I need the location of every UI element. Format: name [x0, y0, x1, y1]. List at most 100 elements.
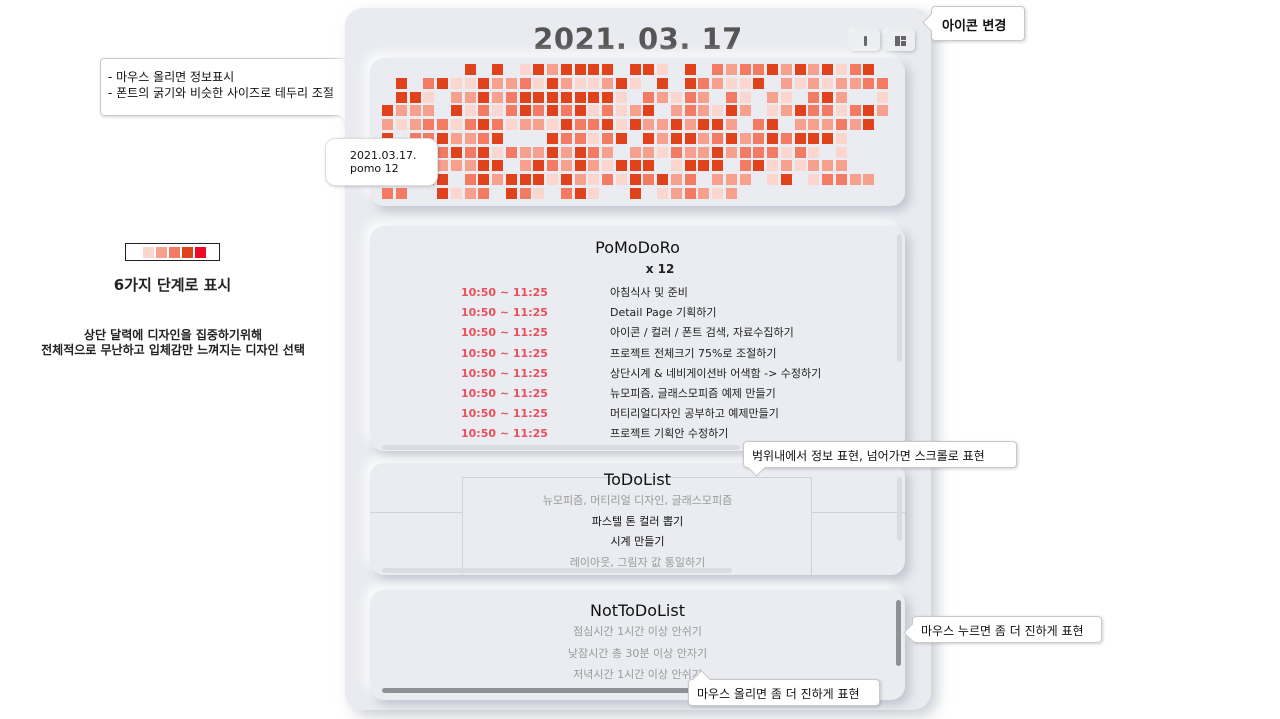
layout-button[interactable]: [885, 30, 915, 51]
calendar-day-cell[interactable]: [849, 77, 861, 89]
calendar-day-cell[interactable]: [794, 146, 806, 158]
calendar-day-cell[interactable]: [725, 64, 737, 75]
calendar-day-cell[interactable]: [615, 105, 627, 117]
calendar-day-cell[interactable]: [547, 160, 558, 172]
calendar-day-cell[interactable]: [395, 119, 407, 130]
calendar-day-cell[interactable]: [739, 174, 751, 185]
calendar-day-cell[interactable]: [506, 64, 517, 75]
calendar-day-cell[interactable]: [478, 132, 490, 144]
calendar-day-cell[interactable]: [780, 146, 792, 158]
calendar-day-cell[interactable]: [780, 77, 792, 89]
calendar-day-cell[interactable]: [505, 119, 517, 130]
calendar-day-cell[interactable]: [588, 91, 600, 103]
calendar-day-cell[interactable]: [533, 160, 545, 172]
calendar-day-cell[interactable]: [547, 64, 558, 75]
calendar-day-cell[interactable]: [450, 105, 462, 117]
calendar-day-cell[interactable]: [808, 64, 820, 75]
calendar-day-cell[interactable]: [684, 187, 696, 199]
calendar-day-cell[interactable]: [753, 174, 764, 185]
calendar-day-cell[interactable]: [863, 105, 875, 117]
calendar-day-cell[interactable]: [767, 105, 778, 117]
calendar-day-cell[interactable]: [395, 77, 407, 89]
calendar-day-cell[interactable]: [478, 119, 490, 130]
calendar-day-cell[interactable]: [835, 119, 847, 130]
calendar-day-cell[interactable]: [450, 160, 462, 172]
calendar-day-cell[interactable]: [492, 160, 503, 172]
calendar-day-cell[interactable]: [753, 132, 765, 144]
calendar-day-cell[interactable]: [643, 91, 655, 103]
calendar-day-cell[interactable]: [615, 174, 627, 185]
calendar-day-cell[interactable]: [670, 174, 682, 185]
calendar-day-cell[interactable]: [560, 64, 572, 75]
calendar-day-cell[interactable]: [423, 77, 435, 89]
calendar-day-cell[interactable]: [574, 119, 586, 130]
pomodoro-item[interactable]: 10:50 ~ 11:25 아이콘 / 컬러 / 폰트 검색, 자료수집하기: [370, 323, 905, 343]
calendar-day-cell[interactable]: [863, 92, 874, 103]
calendar-day-cell[interactable]: [698, 91, 710, 103]
calendar-day-cell[interactable]: [478, 174, 490, 185]
calendar-day-cell[interactable]: [382, 119, 393, 130]
calendar-day-cell[interactable]: [877, 160, 888, 171]
calendar-day-cell[interactable]: [780, 91, 792, 103]
calendar-day-cell[interactable]: [698, 77, 710, 89]
calendar-day-cell[interactable]: [657, 91, 668, 103]
calendar-day-cell[interactable]: [464, 160, 476, 172]
calendar-day-cell[interactable]: [794, 64, 806, 75]
calendar-day-cell[interactable]: [684, 160, 696, 172]
calendar-day-cell[interactable]: [547, 132, 558, 144]
calendar-day-cell[interactable]: [657, 105, 668, 116]
calendar-day-cell[interactable]: [657, 160, 668, 171]
calendar-day-cell[interactable]: [410, 78, 421, 89]
calendar-day-cell[interactable]: [740, 119, 751, 130]
calendar-day-cell[interactable]: [725, 77, 737, 89]
calendar-day-cell[interactable]: [753, 146, 765, 158]
calendar-day-cell[interactable]: [450, 119, 462, 130]
calendar-day-cell[interactable]: [670, 119, 682, 130]
calendar-day-cell[interactable]: [464, 174, 476, 185]
calendar-day-cell[interactable]: [629, 160, 641, 172]
calendar-day-cell[interactable]: [560, 77, 572, 89]
calendar-day-cell[interactable]: [684, 64, 696, 75]
calendar-day-cell[interactable]: [395, 187, 407, 199]
todo-item[interactable]: 뉴모피즘, 머티리얼 디자인, 글래스모피즘: [542, 494, 733, 507]
calendar-day-cell[interactable]: [753, 160, 765, 172]
calendar-day-cell[interactable]: [753, 188, 764, 199]
calendar-day-cell[interactable]: [464, 146, 476, 158]
calendar-day-cell[interactable]: [725, 146, 737, 158]
calendar-day-cell[interactable]: [670, 105, 682, 117]
calendar-day-cell[interactable]: [560, 146, 572, 158]
calendar-day-cell[interactable]: [767, 174, 778, 185]
calendar-day-cell[interactable]: [602, 132, 613, 144]
calendar-day-cell[interactable]: [423, 64, 434, 75]
calendar-day-cell[interactable]: [670, 132, 682, 144]
calendar-day-cell[interactable]: [670, 91, 682, 103]
calendar-day-cell[interactable]: [492, 64, 503, 75]
calendar-day-cell[interactable]: [533, 105, 545, 117]
calendar-day-cell[interactable]: [519, 187, 531, 199]
calendar-day-cell[interactable]: [437, 77, 448, 89]
pomodoro-item[interactable]: 10:50 ~ 11:25 아침식사 및 준비: [370, 283, 905, 303]
calendar-day-cell[interactable]: [822, 77, 833, 89]
calendar-day-cell[interactable]: [767, 132, 778, 144]
todo-vertical-scrollbar[interactable]: [897, 477, 902, 541]
calendar-day-cell[interactable]: [519, 105, 531, 117]
calendar-day-cell[interactable]: [835, 105, 847, 117]
calendar-day-cell[interactable]: [464, 132, 476, 144]
calendar-day-cell[interactable]: [560, 160, 572, 172]
calendar-day-cell[interactable]: [533, 174, 545, 185]
calendar-day-cell[interactable]: [643, 160, 655, 172]
calendar-day-cell[interactable]: [794, 77, 806, 89]
calendar-day-cell[interactable]: [808, 119, 820, 130]
calendar-day-cell[interactable]: [753, 64, 765, 75]
calendar-day-cell[interactable]: [464, 187, 476, 199]
calendar-day-cell[interactable]: [560, 105, 572, 117]
calendar-day-cell[interactable]: [863, 77, 875, 89]
calendar-day-cell[interactable]: [808, 105, 820, 117]
calendar-day-cell[interactable]: [492, 146, 503, 158]
calendar-day-cell[interactable]: [382, 105, 393, 117]
calendar-day-cell[interactable]: [629, 64, 641, 75]
calendar-day-cell[interactable]: [629, 77, 641, 89]
calendar-day-cell[interactable]: [808, 160, 820, 172]
calendar-day-cell[interactable]: [850, 160, 861, 171]
calendar-day-cell[interactable]: [533, 146, 545, 158]
